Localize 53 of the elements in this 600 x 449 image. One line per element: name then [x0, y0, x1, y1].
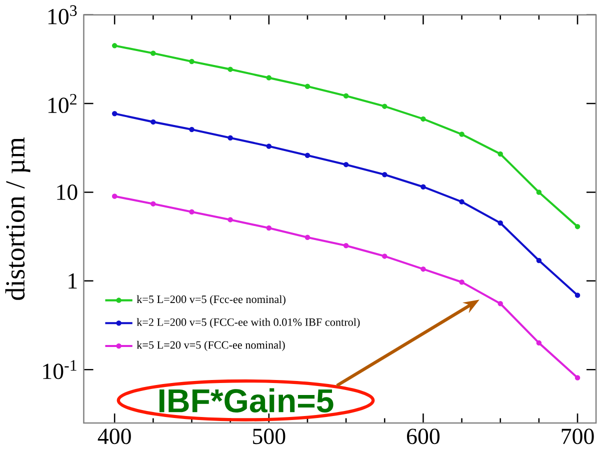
point [382, 103, 388, 109]
point [266, 143, 272, 149]
point [228, 66, 233, 72]
point [498, 220, 503, 226]
legend-label: k=5 L=20 v=5 (FCC-ee nominal) [136, 340, 285, 351]
point [382, 172, 388, 178]
point [228, 216, 233, 222]
point [343, 162, 349, 167]
y-tick-label: 10$^{3}$ [48, 5, 77, 24]
point [266, 225, 272, 230]
point [304, 152, 310, 158]
point [420, 266, 426, 272]
legend-label: k=2 L=200 v=5 (FCC-ee with 0.01% IBF control) [136, 318, 360, 328]
point [304, 234, 310, 240]
point [536, 258, 542, 263]
point [498, 300, 503, 306]
point [574, 224, 580, 229]
legend-label: k=5 L=200 v=5 (Fcc-ee nominal) [136, 295, 286, 306]
point [304, 84, 310, 89]
point [112, 193, 118, 199]
y-tick-label: 10$^{-1}$ [43, 360, 76, 379]
x-tick-label: 600 [407, 428, 440, 444]
x-tick-label: 500 [253, 428, 286, 444]
point [574, 374, 580, 380]
y-tick-label: 10 [57, 184, 78, 200]
point [343, 93, 349, 98]
point [420, 184, 426, 190]
x-tick-label: 400 [98, 428, 131, 444]
point [189, 58, 194, 64]
point [536, 340, 542, 346]
point [420, 116, 426, 122]
y-tick-label: 10$^{2}$ [48, 94, 76, 113]
point [150, 201, 156, 206]
point [536, 189, 542, 195]
point [459, 131, 464, 137]
point [574, 292, 580, 298]
point [343, 242, 349, 248]
point [112, 110, 118, 116]
annotation: IBF*Gain=5 [159, 388, 334, 412]
point [498, 151, 503, 156]
point [189, 209, 194, 214]
point [459, 198, 464, 204]
point [150, 119, 156, 124]
point [266, 74, 272, 80]
x-tick-label: 700 [562, 428, 594, 444]
point [228, 135, 233, 140]
y-tick-label: 1 [68, 273, 77, 288]
y-axis-title: distortion / µm [5, 137, 30, 300]
point [112, 42, 118, 48]
point [382, 253, 388, 259]
point [459, 279, 464, 285]
point [189, 126, 194, 132]
point [150, 50, 156, 56]
